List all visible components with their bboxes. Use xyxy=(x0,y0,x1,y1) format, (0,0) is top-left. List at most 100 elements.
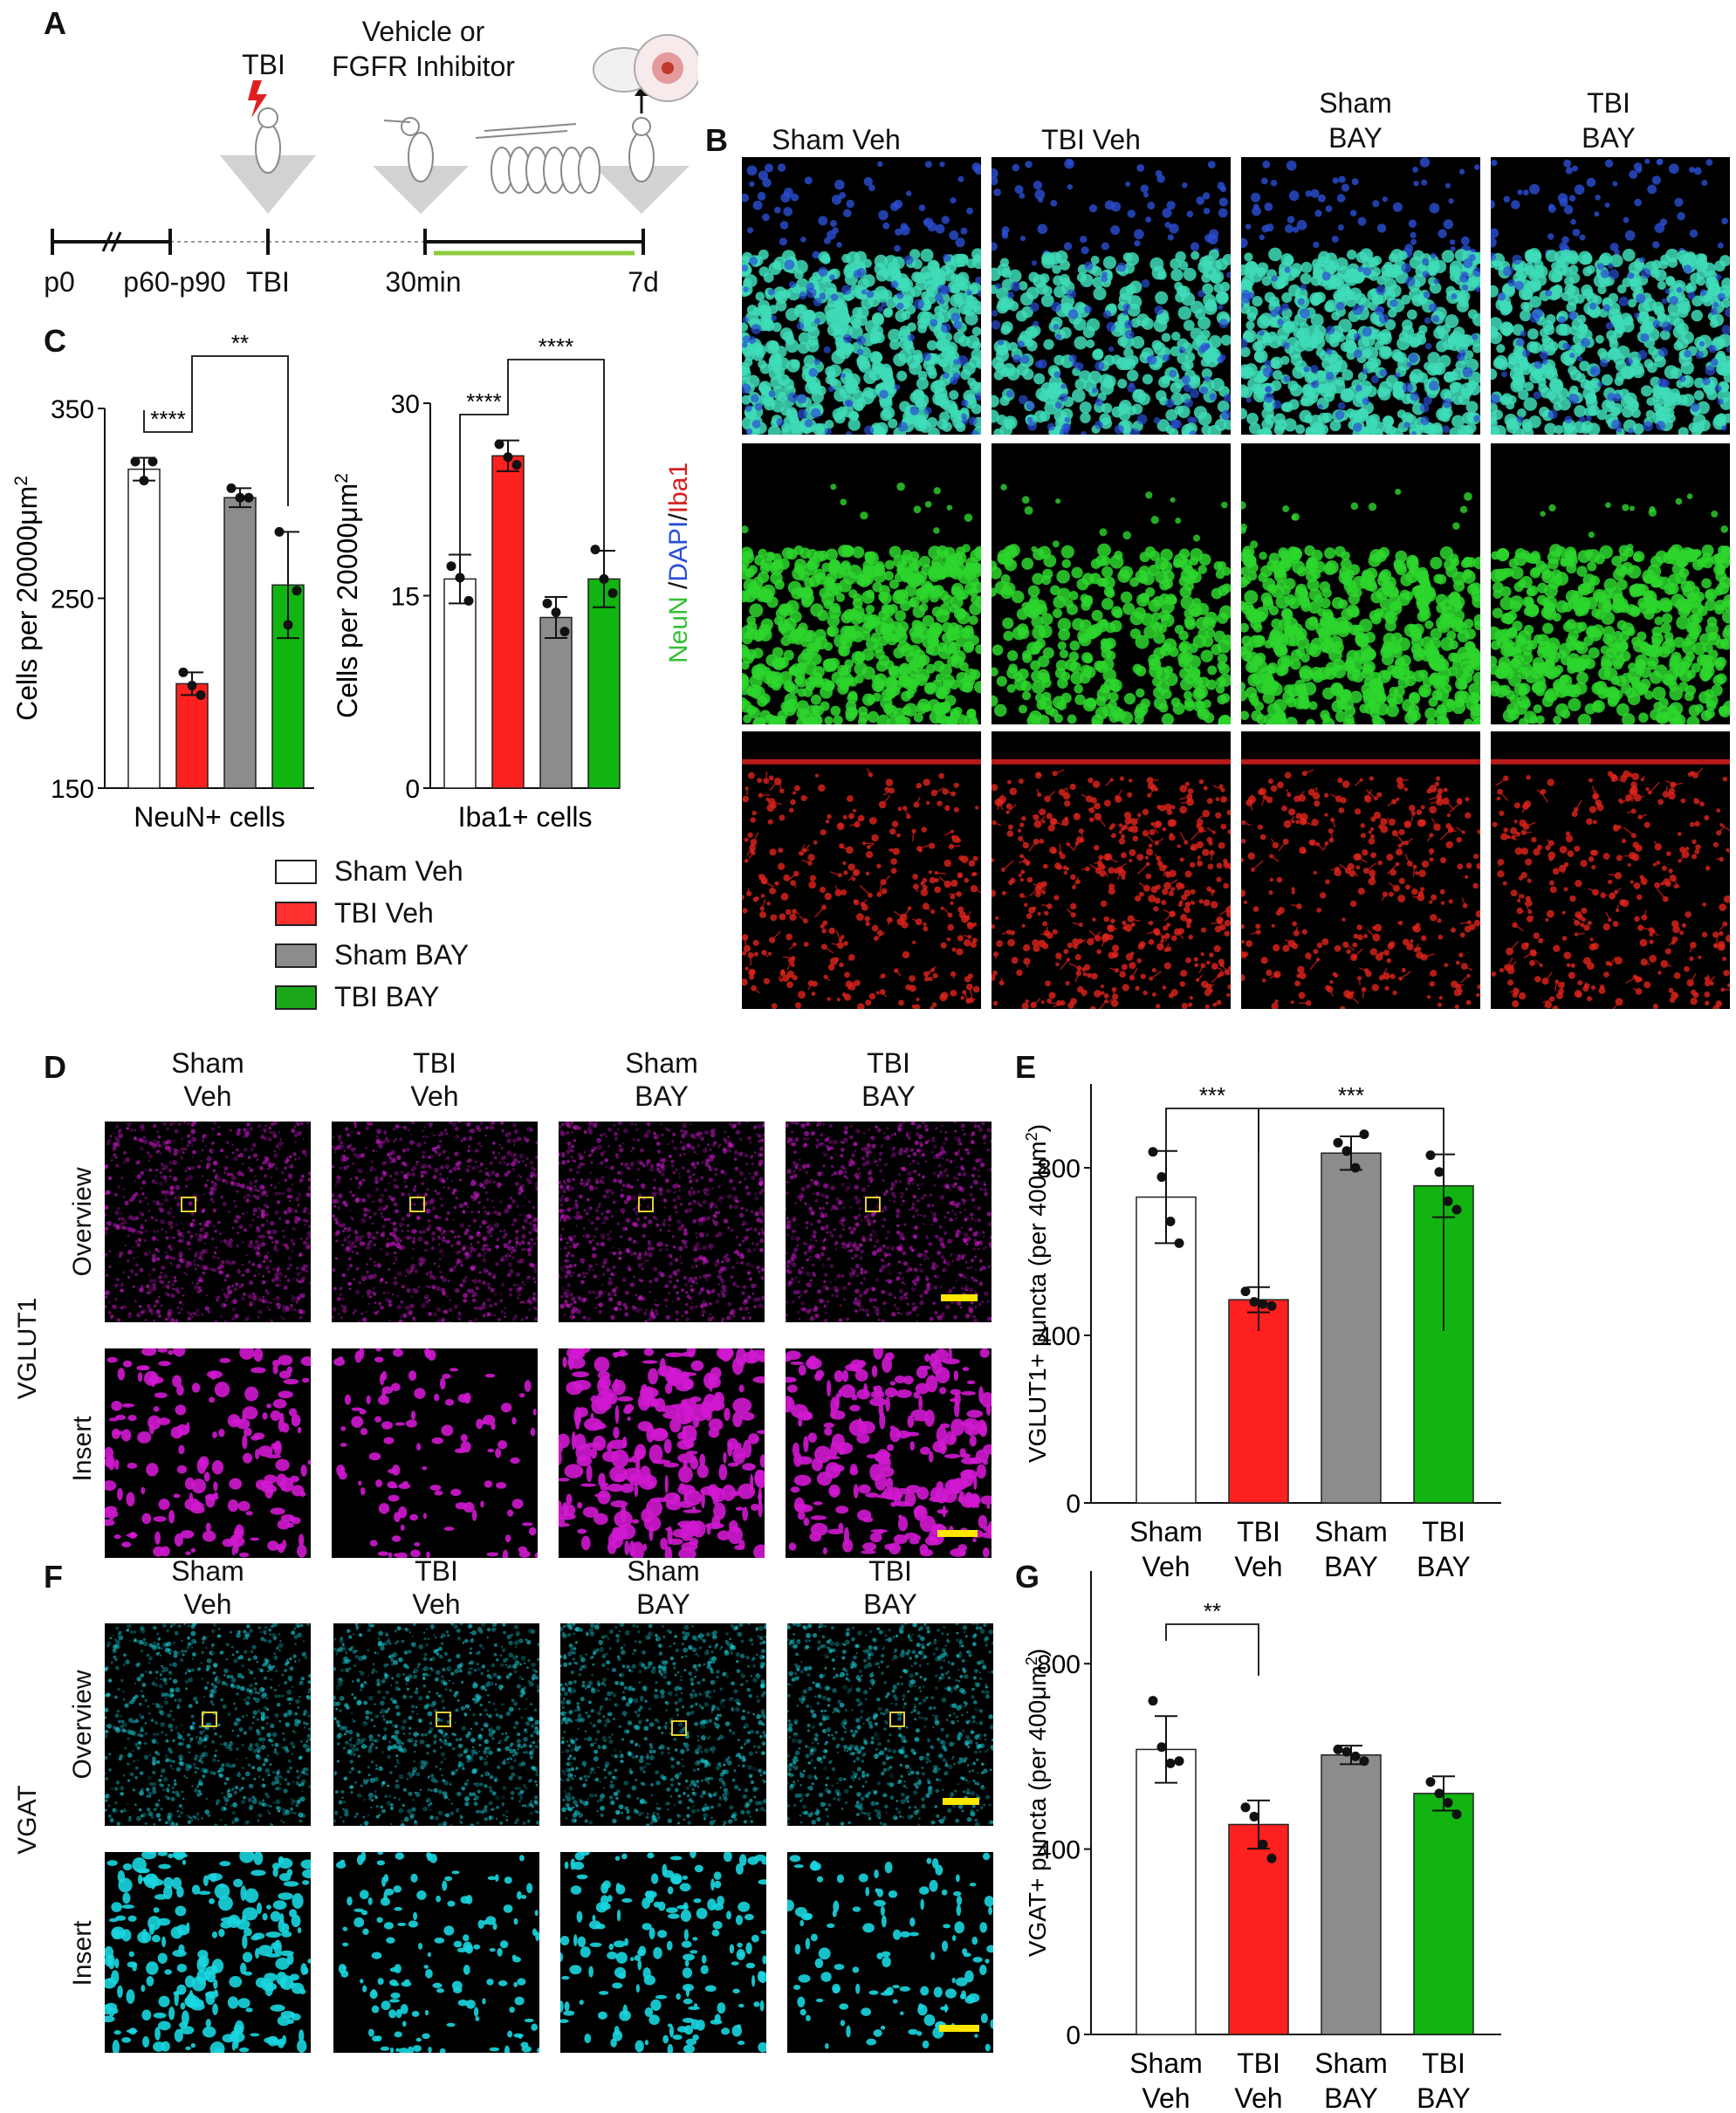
category-label: BAY xyxy=(1324,1551,1378,1582)
panel-label-d: D xyxy=(44,1049,66,1085)
data-point xyxy=(1451,1809,1462,1820)
micrograph-iba-0 xyxy=(742,731,981,1009)
significance-bracket xyxy=(459,393,509,576)
category-label: BAY xyxy=(1417,2082,1471,2113)
panel_f-overview-0 xyxy=(105,1623,311,1826)
micrograph-neun-3 xyxy=(1491,443,1730,724)
data-point xyxy=(244,492,254,503)
panel_d-overview-0 xyxy=(105,1122,311,1322)
panel_d-overview-1 xyxy=(332,1122,538,1322)
dapi-label: DAPI xyxy=(664,520,693,582)
significance-label: ** xyxy=(1204,1598,1221,1624)
data-point xyxy=(1350,1163,1361,1173)
legend: Sham Veh TBI Veh Sham BAY TBI BAY xyxy=(275,855,589,1030)
micrograph-iba-1 xyxy=(992,731,1231,1009)
data-point xyxy=(1240,1286,1251,1297)
data-point xyxy=(551,607,561,618)
category-label: TBI xyxy=(1422,2048,1465,2079)
data-point xyxy=(1434,1167,1444,1177)
legend-label: TBI BAY xyxy=(334,981,440,1012)
panel_d-row-label-1: Insert xyxy=(68,1416,97,1482)
significance-bracket xyxy=(507,359,605,576)
category-label: Veh xyxy=(1234,2082,1282,2113)
chart-vglut1-puncta: 0 400 800 Sham Veh TBI Veh Sham BAY TBI BAY *** *** V… xyxy=(1023,1082,1501,1582)
legend-item-tbi-bay: TBI BAY xyxy=(275,981,439,1013)
legend-label: TBI Veh xyxy=(334,897,434,929)
y-tick-label: 800 xyxy=(1037,1650,1081,1679)
legend-item-sham-bay: Sham BAY xyxy=(275,939,469,971)
y-tick-label: 0 xyxy=(1066,2021,1081,2050)
panel_f-col-3-line-0: TBI xyxy=(868,1555,912,1587)
micrograph-iba-3 xyxy=(1491,731,1730,1009)
timeline-tick-p0: p0 xyxy=(44,266,75,298)
data-point xyxy=(292,586,302,596)
panel-b-col-tbi: TBI xyxy=(1587,87,1630,119)
panel_f-col-3-line-1: BAY xyxy=(863,1588,917,1620)
data-point xyxy=(599,573,609,584)
panel_d-col-1-line-1: Veh xyxy=(410,1081,459,1112)
y-tick-label: 15 xyxy=(391,583,420,612)
category-label: Sham xyxy=(1129,2048,1203,2079)
bar xyxy=(1321,1754,1382,2035)
timeline-treatment-label-2: FGFR Inhibitor xyxy=(332,51,515,82)
data-point xyxy=(1148,1696,1158,1706)
data-point xyxy=(1443,1196,1453,1206)
data-point xyxy=(1443,1798,1453,1808)
category-label: Sham xyxy=(1314,1516,1388,1547)
significance-bracket xyxy=(1165,1108,1259,1331)
data-point xyxy=(1425,1777,1436,1787)
data-point xyxy=(1249,1811,1259,1821)
panel_d-row-label-0: Overview xyxy=(68,1167,97,1277)
data-point xyxy=(1240,1802,1251,1813)
data-point xyxy=(1266,1853,1277,1863)
y-tick-label: 400 xyxy=(1037,1836,1081,1865)
data-point xyxy=(494,439,504,449)
data-point xyxy=(455,573,465,583)
data-point xyxy=(235,492,245,503)
data-point xyxy=(1359,1756,1369,1767)
data-point xyxy=(607,588,618,599)
panel_f-insert-3 xyxy=(787,1852,993,2053)
panel_d-col-3-line-0: TBI xyxy=(867,1047,910,1079)
panel-label-b: B xyxy=(705,122,728,158)
timeline-panel: TBI Vehicle or FGFR Inhibitor p0 p60-p90… xyxy=(0,0,698,314)
data-point xyxy=(1434,1788,1444,1799)
data-point xyxy=(463,595,474,606)
panel_f-col-0-line-0: Sham xyxy=(171,1555,244,1587)
legend-item-tbi-veh: TBI Veh xyxy=(275,897,434,930)
significance-label: **** xyxy=(466,388,501,415)
mouse-icon xyxy=(255,107,281,174)
data-point xyxy=(226,483,237,493)
data-point xyxy=(1165,1758,1176,1768)
timeline-tbi-label: TBI xyxy=(242,49,285,80)
y-tick-label: 30 xyxy=(391,390,420,419)
panel_d-col-2-line-1: BAY xyxy=(635,1081,689,1112)
panel-b-stain-label: NeuN /DAPI/Iba1 xyxy=(664,367,694,663)
data-point xyxy=(187,681,197,691)
category-label: TBI xyxy=(1422,1516,1465,1547)
data-point xyxy=(1333,1744,1343,1754)
legend-swatch xyxy=(275,859,317,884)
legend-label: Sham BAY xyxy=(334,939,470,971)
label-sep-2: / xyxy=(664,513,693,521)
micrograph-neun-2 xyxy=(1241,443,1480,724)
category-label: TBI xyxy=(1237,1516,1280,1547)
data-point xyxy=(1156,1742,1167,1753)
lightning-icon xyxy=(248,80,267,118)
panel_d-col-0-line-0: Sham xyxy=(171,1047,244,1079)
data-point xyxy=(590,545,600,555)
category-label: Sham xyxy=(1314,2048,1388,2079)
significance-bracket xyxy=(1165,1623,1259,1676)
data-point xyxy=(1258,1839,1268,1849)
data-point xyxy=(178,667,189,677)
y-tick-label: 800 xyxy=(1037,1155,1081,1183)
category-label: BAY xyxy=(1324,2082,1378,2113)
bar xyxy=(1321,1152,1382,1504)
panel-label-e: E xyxy=(1015,1049,1037,1085)
bar xyxy=(1136,1748,1197,2035)
y-axis-label: VGAT+ puncta (per 400μm2) xyxy=(1023,1649,1051,1957)
data-point xyxy=(511,460,522,470)
micrograph-merge-1 xyxy=(992,157,1231,435)
data-point xyxy=(148,456,158,467)
